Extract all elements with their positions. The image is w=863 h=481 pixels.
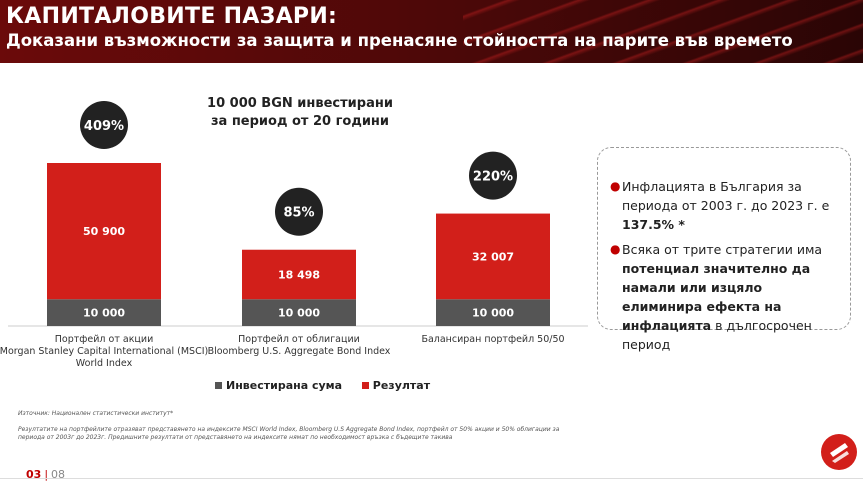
return-badge-label: 409% bbox=[84, 119, 124, 134]
return-badge-label: 85% bbox=[283, 206, 314, 221]
header-decoration bbox=[463, 0, 863, 63]
bullet-dot-icon: ● bbox=[610, 242, 621, 256]
bar-invested bbox=[47, 299, 161, 326]
info-box bbox=[597, 147, 851, 330]
data-label-result: 18 498 bbox=[278, 268, 320, 281]
return-badge-label: 220% bbox=[473, 170, 513, 185]
category-label: Балансиран портфейл 50/50 bbox=[421, 334, 564, 345]
footnote-note: Резултатите на портфейлите отразяват пре… bbox=[18, 426, 560, 441]
footnote-source: Източник: Национален статистически инсти… bbox=[18, 410, 174, 417]
chart-title-line2: за период от 20 години bbox=[210, 114, 390, 129]
category-label: World Index bbox=[76, 358, 133, 369]
bar-invested bbox=[242, 299, 356, 326]
bar-result bbox=[47, 163, 161, 300]
info-bullet-inflation: ● Инфлацията в България за периода от 20… bbox=[610, 177, 846, 234]
return-badge bbox=[469, 151, 517, 200]
chart-legend: Инвестирана сума Резултат bbox=[215, 378, 430, 392]
page-subtitle: Доказани възможности за защита и пренася… bbox=[6, 31, 793, 50]
category-label: Morgan Stanley Capital International (MS… bbox=[0, 346, 208, 357]
inflation-value: 137.5% * bbox=[622, 217, 685, 232]
info-bullet-inflation-text: Инфлацията в България за периода от 2003… bbox=[622, 179, 830, 232]
category-label: Портфейл от облигации bbox=[238, 334, 360, 345]
legend-label-invested: Инвестирана сума bbox=[226, 378, 343, 392]
page-total: 08 bbox=[51, 468, 66, 481]
category-label: Bloomberg U.S. Aggregate Bond Index bbox=[208, 346, 391, 357]
page-separator: | bbox=[44, 468, 49, 481]
data-label-invested: 10 000 bbox=[83, 307, 125, 320]
data-label-result: 32 007 bbox=[472, 250, 514, 263]
bar-invested bbox=[436, 299, 550, 326]
inflation-emphasis: инфлацията bbox=[622, 318, 712, 333]
bullet-dot-icon: ● bbox=[610, 179, 621, 193]
legend-label-result: Резултат bbox=[372, 378, 431, 392]
return-badge bbox=[275, 187, 323, 236]
header-banner: КАПИТАЛОВИТЕ ПАЗАРИ: Доказани възможност… bbox=[0, 0, 863, 63]
legend-swatch-result bbox=[361, 381, 369, 389]
chart-title-line1: 10 000 BGN инвестирани bbox=[207, 96, 393, 111]
page-number: 03 | 08 bbox=[26, 468, 65, 481]
info-bullet-strategies-text: Всяка от трите стратегии има потенциал з… bbox=[622, 242, 823, 352]
info-bullet-strategies: ● Всяка от трите стратегии има потенциал… bbox=[610, 240, 846, 354]
page-title: КАПИТАЛОВИТЕ ПАЗАРИ: bbox=[6, 4, 338, 29]
strategies-emphasis: потенциал значително да намали или изцял… bbox=[622, 261, 811, 314]
bar-result bbox=[436, 213, 550, 300]
brand-logo-icon bbox=[821, 434, 857, 470]
data-label-invested: 10 000 bbox=[278, 307, 320, 320]
stacked-bar-chart: 10 000 50 900 409% Портфейл от акцииMorgan … bbox=[0, 101, 588, 369]
category-label: Портфейл от акции bbox=[55, 334, 154, 345]
return-badge bbox=[80, 101, 128, 149]
data-label-invested: 10 000 bbox=[472, 307, 514, 320]
data-label-result: 50 900 bbox=[83, 225, 125, 238]
bar-result bbox=[242, 249, 356, 300]
chart-title: 10 000 BGN инвестирани за период от 20 г… bbox=[185, 95, 415, 131]
legend-swatch-invested bbox=[215, 381, 222, 389]
page-current: 03 bbox=[26, 468, 42, 481]
